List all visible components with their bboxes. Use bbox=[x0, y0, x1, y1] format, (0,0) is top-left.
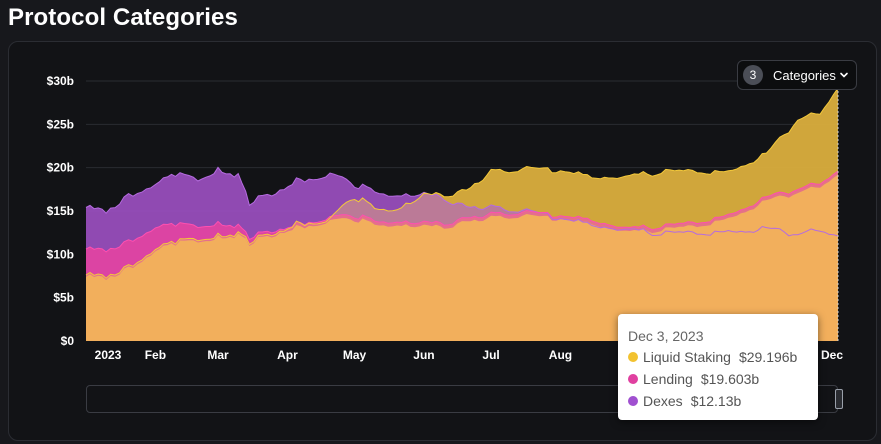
tooltip-row-liquid-staking: Liquid Staking $29.196b bbox=[628, 349, 797, 365]
y-tick-label: $15b bbox=[47, 204, 74, 218]
chart-tooltip: Dec 3, 2023 Liquid Staking $29.196b Lend… bbox=[618, 314, 818, 420]
x-tick-label: May bbox=[343, 348, 367, 362]
x-tick-label: Dec bbox=[821, 348, 843, 362]
x-tick-label: Jun bbox=[413, 348, 434, 362]
area-liquid-staking-overlay bbox=[86, 88, 838, 341]
chevron-down-icon bbox=[840, 72, 848, 78]
tooltip-row-dexes: Dexes $12.13b bbox=[628, 393, 741, 409]
tooltip-series-name: Dexes bbox=[643, 393, 683, 409]
tooltip-series-name: Liquid Staking bbox=[643, 349, 731, 365]
line-liquid-staking bbox=[85, 87, 839, 279]
tooltip-row-lending: Lending $19.603b bbox=[628, 371, 759, 387]
categories-label: Categories bbox=[773, 67, 836, 83]
x-tick-label: Mar bbox=[207, 348, 229, 362]
tooltip-series-value: $29.196b bbox=[738, 349, 798, 365]
y-tick-label: $30b bbox=[47, 74, 74, 88]
categories-count-badge: 3 bbox=[743, 65, 763, 85]
y-tick-label: $10b bbox=[47, 247, 74, 261]
x-tick-label: Feb bbox=[145, 348, 166, 362]
x-tick-label: Apr bbox=[277, 348, 298, 362]
range-scroller-handle[interactable] bbox=[835, 389, 843, 409]
x-tick-label: Aug bbox=[549, 348, 572, 362]
tooltip-series-value: $19.603b bbox=[700, 371, 760, 387]
y-tick-label: $25b bbox=[47, 117, 74, 131]
y-tick-label: $0 bbox=[61, 334, 75, 348]
categories-dropdown-button[interactable]: 3 Categories bbox=[737, 60, 857, 90]
x-tick-label: Jul bbox=[482, 348, 499, 362]
line-dexes bbox=[85, 166, 839, 237]
y-tick-label: $20b bbox=[47, 161, 74, 175]
x-tick-label: 2023 bbox=[95, 348, 122, 362]
tooltip-series-name: Lending bbox=[643, 371, 693, 387]
page-title: Protocol Categories bbox=[8, 4, 238, 31]
tooltip-dot-lending bbox=[628, 374, 638, 384]
tooltip-dot-dexes bbox=[628, 396, 638, 406]
line-lending bbox=[85, 170, 839, 253]
tooltip-series-value: $12.13b bbox=[690, 393, 742, 409]
tooltip-date: Dec 3, 2023 bbox=[628, 328, 704, 344]
y-tick-label: $5b bbox=[53, 291, 74, 305]
area-base bbox=[86, 174, 838, 341]
tooltip-dot-liquid-staking bbox=[628, 352, 638, 362]
